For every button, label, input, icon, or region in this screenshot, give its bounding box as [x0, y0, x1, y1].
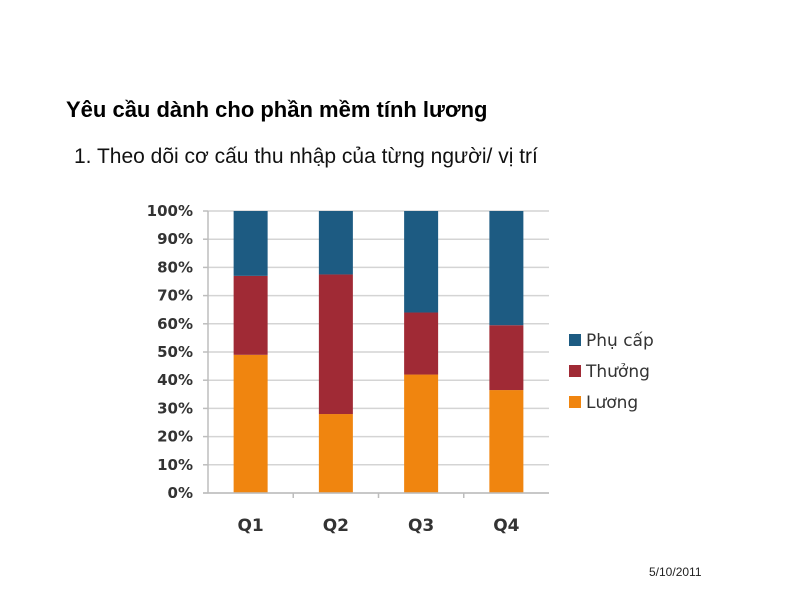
chart-axes — [203, 211, 549, 498]
chart-bars — [233, 211, 524, 493]
y-tick-label: 30% — [157, 399, 193, 417]
slide-subtitle: 1. Theo dõi cơ cấu thu nhập của từng ngư… — [74, 145, 538, 168]
y-tick-label: 90% — [157, 230, 193, 248]
bar-segment-q1 — [233, 275, 268, 355]
bar-segment-q3 — [404, 312, 439, 375]
bar-segment-q1 — [233, 211, 268, 276]
bar-segment-q2 — [318, 414, 353, 493]
legend-label: Lương — [586, 393, 638, 413]
bar-segment-q3 — [404, 211, 439, 313]
bar-segment-q3 — [404, 374, 439, 493]
chart-legend: Phụ cấp Thưởng Lương — [569, 330, 654, 413]
bar-segment-q2 — [318, 274, 353, 415]
legend-swatch — [569, 396, 581, 408]
y-tick-label: 70% — [157, 287, 193, 305]
x-category-label: Q4 — [493, 516, 519, 536]
x-category-label: Q1 — [237, 516, 263, 536]
legend-swatch — [569, 334, 581, 346]
bar-segment-q4 — [489, 211, 524, 326]
y-tick-label: 50% — [157, 343, 193, 361]
y-tick-label: 0% — [168, 484, 193, 502]
y-tick-label: 60% — [157, 315, 193, 333]
legend-label: Phụ cấp — [586, 330, 654, 351]
legend-label: Thưởng — [585, 362, 650, 382]
bar-segment-q4 — [489, 325, 524, 391]
y-tick-label: 10% — [157, 456, 193, 474]
y-axis-ticks: 0% 10% 20% 30% 40% 50% 60% 70% 80% 90% 100% — [147, 202, 208, 502]
x-category-label: Q2 — [323, 516, 349, 536]
bar-segment-q1 — [233, 354, 268, 493]
y-tick-label: 20% — [157, 428, 193, 446]
slide-title: Yêu cầu dành cho phần mềm tính lương — [66, 97, 488, 122]
x-category-label: Q3 — [408, 516, 434, 536]
bar-segment-q2 — [318, 211, 353, 275]
y-tick-label: 40% — [157, 371, 193, 389]
y-tick-label: 80% — [157, 258, 193, 276]
bar-segment-q4 — [489, 390, 524, 493]
y-tick-label: 100% — [147, 202, 193, 220]
slide-date: 5/10/2011 — [649, 565, 702, 579]
legend-swatch — [569, 365, 581, 377]
x-axis-categories: Q1 Q2 Q3 Q4 — [237, 516, 519, 536]
